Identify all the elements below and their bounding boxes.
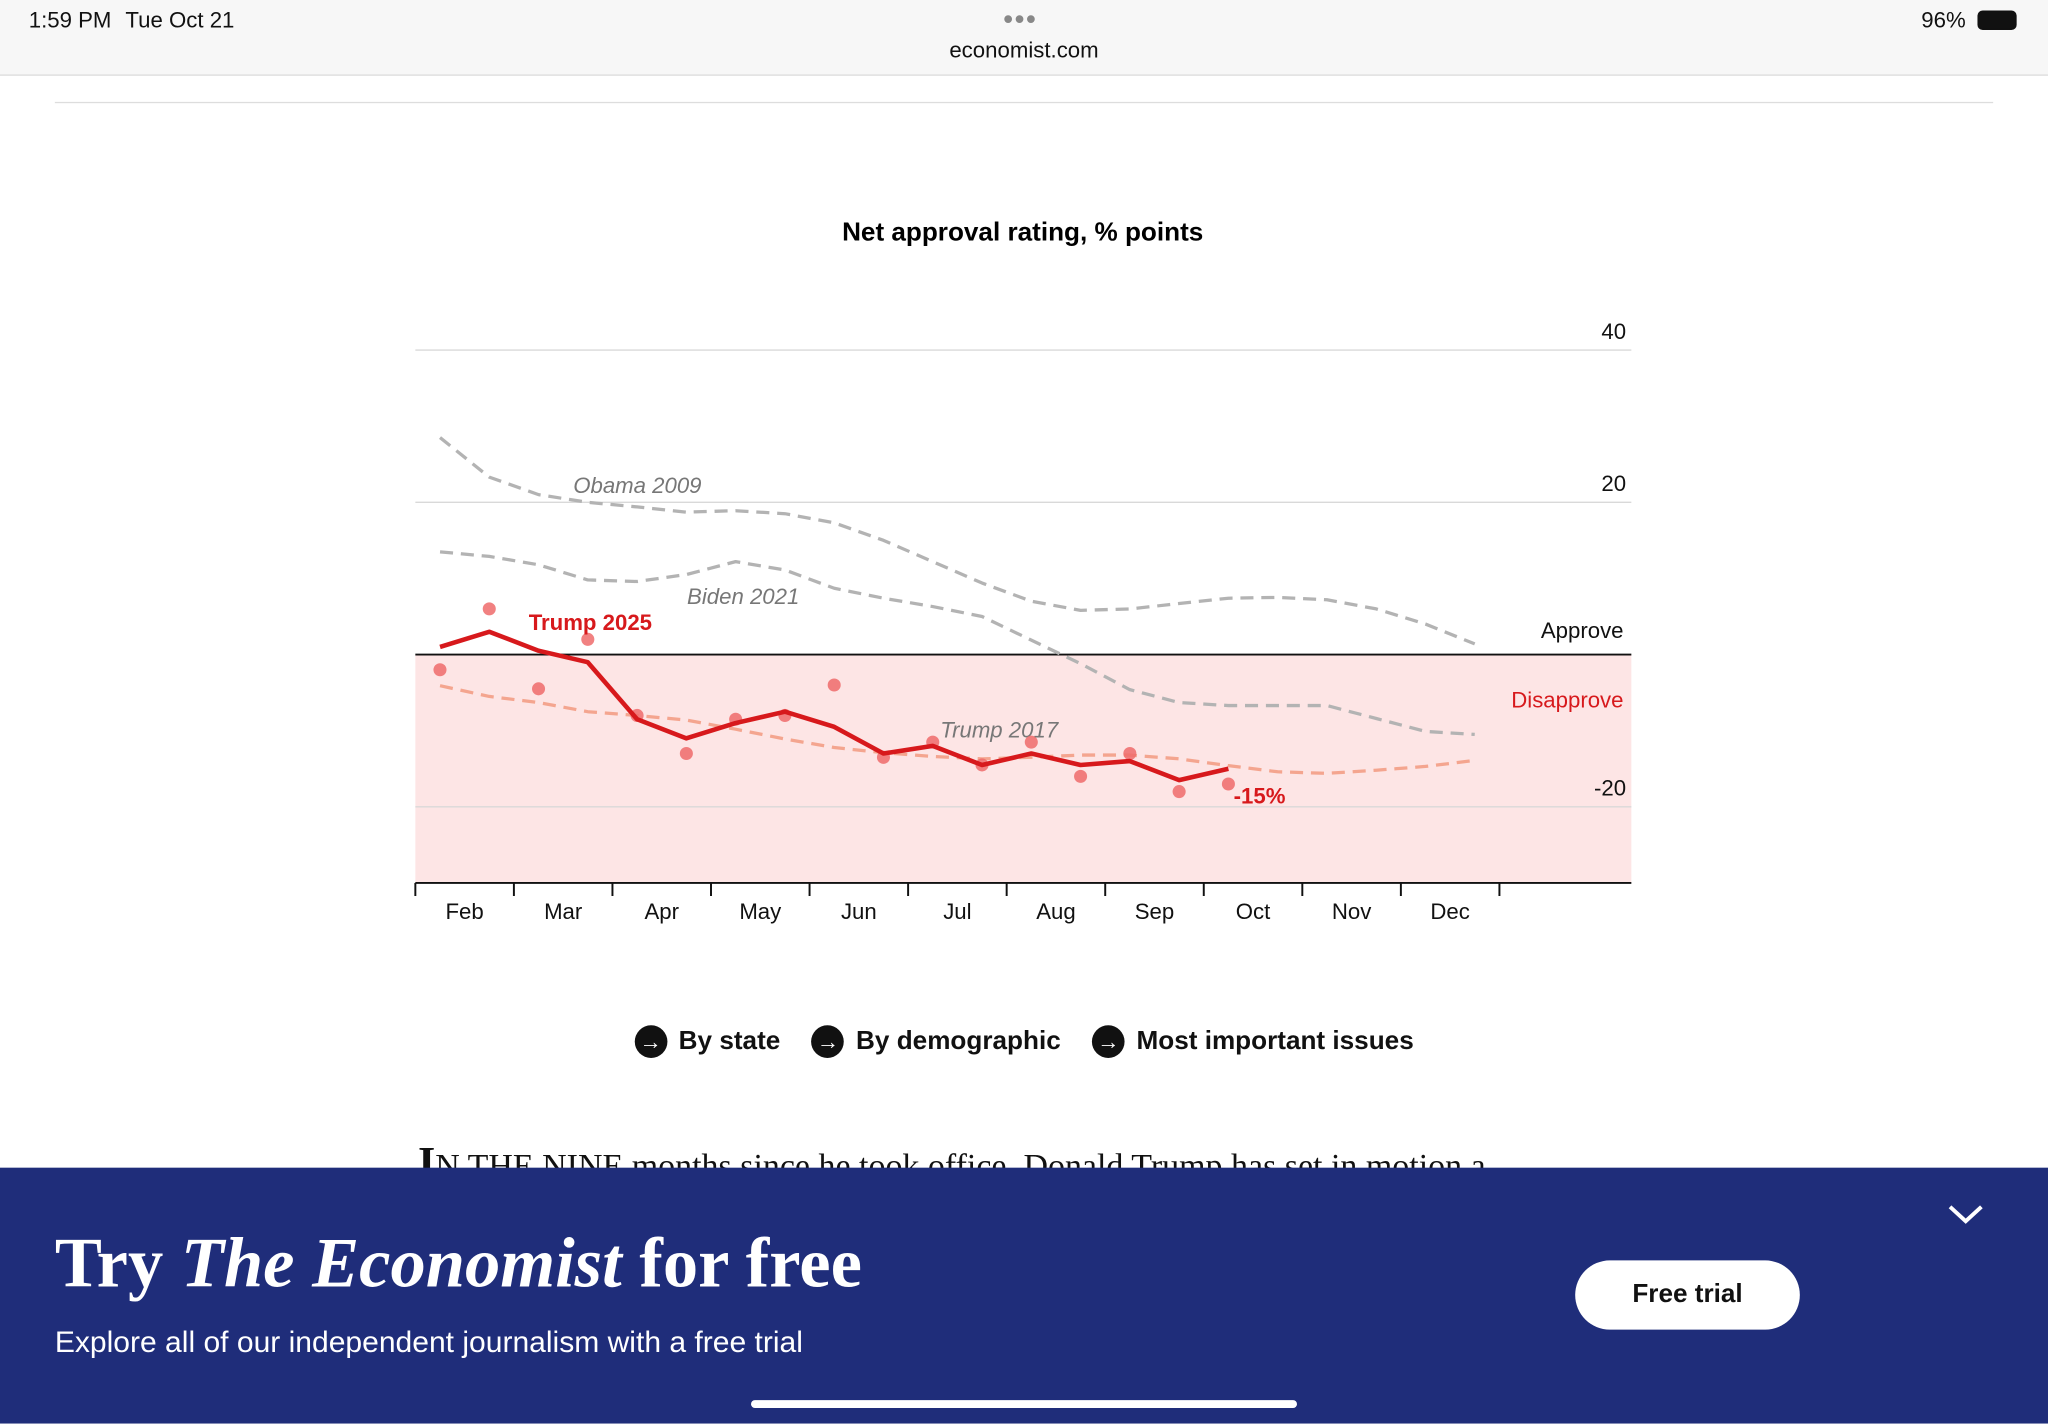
dots: ••• [1003,2,1038,36]
title-part: Try [54,1223,181,1303]
link-row: → By state → By demographic → Most important … [0,1025,2048,1058]
nav-link[interactable]: → By demographic [811,1025,1061,1058]
x-tick-label: Aug [1036,899,1075,924]
x-tick-label: Apr [644,899,679,924]
poll-dot [433,663,447,677]
poll-dot [1221,777,1235,791]
battery-icon [1977,10,2017,31]
x-tick-label: Dec [1430,899,1469,924]
collapse-button[interactable] [1946,1202,1985,1228]
chart-title: Net approval rating, % points [842,217,1203,247]
x-tick-label: Oct [1236,899,1271,924]
x-tick-label: Mar [544,899,583,924]
battery-level: 96% [1921,7,1966,33]
comparison-line [439,436,1476,646]
trend-line [439,629,1229,783]
title-italic: The Economist [180,1223,622,1303]
poll-dot [1172,785,1186,799]
poll-dot [1123,746,1137,761]
poll-dot [1074,769,1088,783]
series-label: Biden 2021 [687,584,799,609]
banner-subtitle: Explore all of our independent journalis… [54,1324,803,1359]
date: Tue Oct 21 [125,7,235,33]
x-tick-label: Jul [943,899,971,924]
banner-title: Try The Economist for free [55,1223,862,1304]
poll-dot [532,682,546,696]
poll-dot [827,678,841,692]
arrow-icon: → [811,1025,845,1058]
home-indicator [751,1400,1297,1408]
arrow-icon: → [1092,1025,1125,1058]
comparison-line [439,550,1475,737]
x-tick-label: May [739,899,782,924]
series-label: Obama 2009 [573,473,701,498]
end-label: -15% [1234,783,1286,808]
disapprove-label: Disapprove [1511,687,1623,712]
y-tick-label: -20 [1594,776,1626,801]
link-text: By demographic [856,1026,1061,1056]
disapprove-area [415,654,1632,883]
link-text: Most important issues [1136,1026,1414,1056]
arrow-icon: → [634,1025,667,1058]
free-trial-button[interactable]: Free trial [1575,1260,1800,1330]
status-bar: 1:59 PM Tue Oct 21 ••• economist.com 96% [0,0,2048,76]
series-label: Trump 2025 [529,610,652,635]
nav-link[interactable]: → Most important issues [1092,1025,1414,1058]
x-tick-label: Sep [1135,899,1174,924]
subscribe-banner: Try The Economist for free Explore all o… [0,1167,2048,1424]
url[interactable]: economist.com [949,37,1099,63]
x-tick-label: Feb [446,899,484,924]
divider [54,101,1994,104]
x-tick-label: Jun [841,899,877,924]
y-tick-label: 20 [1601,471,1626,496]
title-part: for free [621,1223,862,1303]
poll-dot [581,632,595,646]
poll-dot [1024,735,1038,749]
poll-dot [679,746,693,761]
approve-label: Approve [1541,618,1624,643]
time: 1:59 PM [28,7,112,33]
poll-dot [482,602,496,616]
chart: Net approval rating, % points -20 20 40 App… [414,217,1632,924]
nav-link[interactable]: → By state [634,1025,780,1058]
link-text: By state [678,1026,781,1056]
x-tick-label: Nov [1332,899,1372,924]
y-tick-label: 40 [1601,319,1626,344]
series-label: Trump 2017 [940,717,1060,742]
